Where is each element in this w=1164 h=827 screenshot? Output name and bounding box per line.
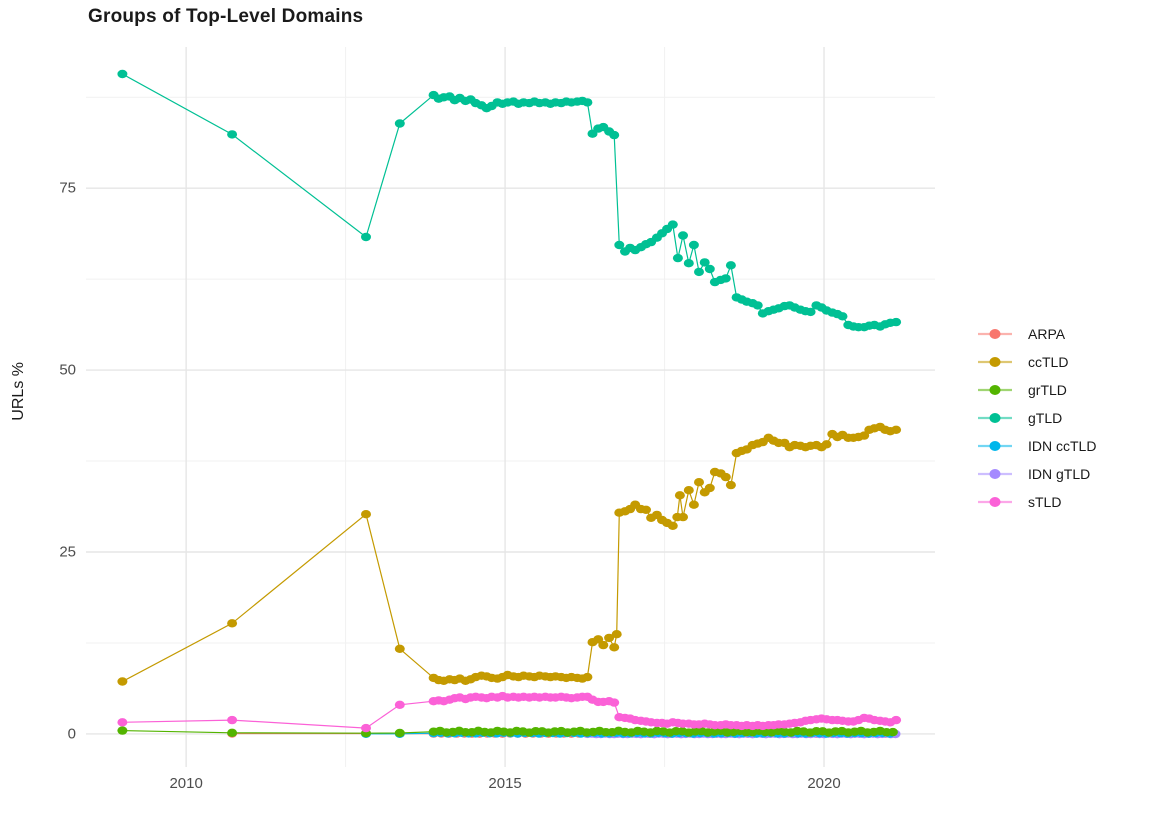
series-sTLD bbox=[117, 691, 902, 733]
x-tick-label: 2015 bbox=[488, 775, 522, 792]
y-tick-label: 50 bbox=[59, 361, 76, 379]
legend-item-grTLD: grTLD bbox=[978, 376, 1096, 404]
x-tick-label: 2020 bbox=[807, 775, 841, 792]
legend-key-icon bbox=[978, 469, 1012, 479]
legend: ARPA ccTLD grTLD gTLD IDN ccTLD IDN gTLD sTLD bbox=[978, 320, 1096, 516]
legend-label: gTLD bbox=[1028, 410, 1063, 426]
y-tick-label: 0 bbox=[67, 725, 76, 743]
legend-item-gTLD: gTLD bbox=[978, 404, 1096, 432]
legend-label: ccTLD bbox=[1028, 354, 1069, 370]
legend-label: grTLD bbox=[1028, 382, 1067, 398]
legend-label: IDN gTLD bbox=[1028, 466, 1091, 482]
legend-key-icon bbox=[978, 357, 1012, 367]
legend-item-ccTLD: ccTLD bbox=[978, 348, 1096, 376]
y-tick-label: 75 bbox=[59, 179, 76, 197]
x-tick-label: 2010 bbox=[169, 775, 203, 792]
gridlines-major bbox=[86, 47, 935, 767]
series-grTLD bbox=[117, 726, 898, 738]
chart-title: Groups of Top-Level Domains bbox=[88, 6, 364, 27]
legend-item-sTLD: sTLD bbox=[978, 488, 1096, 516]
legend-item-ARPA: ARPA bbox=[978, 320, 1096, 348]
legend-label: ARPA bbox=[1028, 326, 1066, 342]
legend-label: sTLD bbox=[1028, 494, 1062, 510]
series-ccTLD bbox=[117, 422, 902, 686]
legend-key-icon bbox=[978, 329, 1012, 339]
legend-item-IDN-gTLD: IDN gTLD bbox=[978, 460, 1096, 488]
legend-key-icon bbox=[978, 441, 1012, 451]
legend-key-icon bbox=[978, 497, 1012, 507]
legend-item-IDN-ccTLD: IDN ccTLD bbox=[978, 432, 1096, 460]
y-tick-label: 25 bbox=[59, 543, 76, 561]
legend-key-icon bbox=[978, 413, 1012, 423]
legend-key-icon bbox=[978, 385, 1012, 395]
series-gTLD bbox=[117, 69, 902, 332]
gridlines-minor bbox=[86, 47, 935, 767]
legend-label: IDN ccTLD bbox=[1028, 438, 1097, 454]
